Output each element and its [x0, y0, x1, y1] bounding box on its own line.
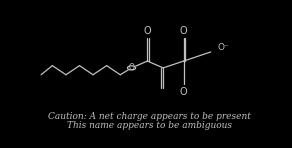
Text: O: O — [144, 26, 151, 36]
Text: O: O — [180, 87, 187, 97]
Text: Caution: A net charge appears to be present: Caution: A net charge appears to be pres… — [48, 112, 251, 121]
Circle shape — [128, 66, 135, 70]
Text: O: O — [128, 63, 135, 72]
Text: This name appears to be ambiguous: This name appears to be ambiguous — [67, 121, 232, 130]
Text: O: O — [180, 26, 187, 36]
Text: O⁻: O⁻ — [218, 43, 229, 52]
